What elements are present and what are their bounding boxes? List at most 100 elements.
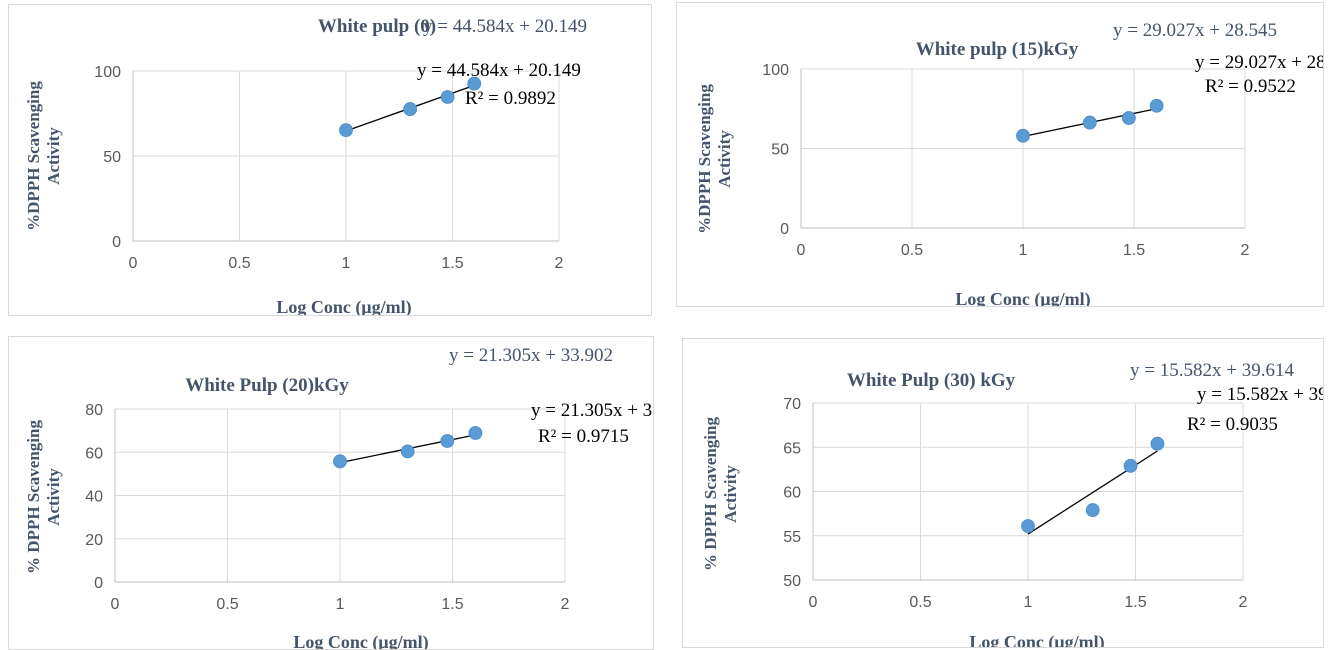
x-tick-label: 1.5	[441, 255, 463, 272]
y-tick-label: 50	[783, 573, 801, 590]
chart-title: White Pulp (20)kGy	[185, 375, 349, 396]
trend-equation: y = 21.305x + 33.902	[531, 400, 653, 421]
y-axis-label-line-2: Activity	[44, 127, 63, 185]
data-point	[467, 76, 482, 91]
tick-labels: 0 0.5 1 1.5 2 0 50 100	[762, 62, 1249, 259]
gridlines	[813, 402, 1244, 580]
data-point	[403, 102, 418, 116]
r-squared: R² = 0.9035	[1187, 414, 1278, 435]
trend-equation: y = 44.584x + 20.149	[417, 60, 581, 81]
y-tick-label: 80	[85, 402, 103, 419]
y-tick-label: 70	[783, 396, 801, 413]
data-point	[1150, 436, 1165, 451]
y-tick-label: 60	[85, 445, 103, 462]
x-tick-label: 0	[129, 255, 138, 272]
data-point	[1082, 115, 1097, 130]
data-points	[339, 76, 482, 138]
chart-title: White pulp (0)	[318, 16, 436, 37]
axes	[812, 403, 1243, 581]
y-axis-label-line-2: Activity	[715, 130, 734, 188]
chart-title: White pulp (15)kGy	[916, 39, 1079, 60]
data-point	[339, 123, 353, 138]
x-tick-label: 0	[809, 594, 818, 611]
x-tick-label: 2	[1239, 594, 1248, 611]
x-tick-label: 2	[555, 255, 564, 272]
trendline	[1027, 450, 1158, 535]
r-squared: R² = 0.9892	[465, 88, 556, 109]
tick-labels: 0 0.5 1 1.5 2 0 50 100	[94, 64, 563, 272]
gridlines	[801, 68, 1246, 228]
trend-equation: y = 15.582x + 39.614	[1197, 384, 1323, 405]
y-tick-label: 60	[783, 485, 801, 502]
chart-title: White Pulp (30) kGy	[847, 370, 1016, 391]
x-tick-label: 0.5	[216, 596, 238, 613]
data-points	[1021, 436, 1165, 533]
data-point	[400, 444, 415, 459]
y-tick-label: 20	[85, 532, 103, 549]
axes	[114, 409, 565, 583]
trend-equation: y = 29.027x + 28.545	[1195, 52, 1323, 73]
y-axis-label-line-1: % DPPH Scavenging	[701, 417, 720, 571]
x-tick-label: 1	[1019, 242, 1028, 259]
title-equation: y = 44.584x + 20.149	[423, 16, 587, 37]
title-equation: y = 29.027x + 28.545	[1113, 20, 1277, 41]
x-tick-label: 2	[561, 596, 570, 613]
x-tick-label: 1	[336, 596, 345, 613]
y-tick-label: 65	[783, 440, 801, 457]
y-tick-label: 50	[103, 149, 121, 166]
y-axis-label-line-1: %DPPH Scavenging	[24, 81, 43, 231]
data-point	[1121, 111, 1136, 125]
x-tick-label: 1.5	[1124, 594, 1146, 611]
data-point	[440, 434, 455, 448]
x-axis-label: Log Conc (µg/ml)	[276, 297, 411, 315]
x-tick-label: 1.5	[441, 596, 463, 613]
title-equation: y = 21.305x + 33.902	[449, 345, 613, 366]
tick-labels: 0 0.5 1 1.5 2 50 55 60 65 70	[783, 396, 1247, 611]
y-tick-label: 40	[85, 489, 103, 506]
x-tick-label: 1	[1024, 594, 1033, 611]
y-tick-label: 0	[112, 234, 121, 251]
y-axis-label-line-2: Activity	[44, 468, 63, 526]
y-tick-label: 100	[762, 62, 789, 79]
x-axis-label: Log Conc (µg/ml)	[955, 289, 1090, 306]
x-tick-label: 2	[1241, 242, 1250, 259]
scatter-chart: 0 0.5 1 1.5 2 0 50 100 White pulp (0) y = 44.58…	[24, 16, 587, 315]
y-tick-label: 100	[94, 64, 121, 81]
axes	[132, 71, 559, 242]
r-squared: R² = 0.9715	[538, 426, 629, 447]
x-tick-label: 0.5	[909, 594, 931, 611]
chart-panel-white-pulp-0: 0 0.5 1 1.5 2 0 50 100 White pulp (0) y = 44.58…	[8, 4, 652, 316]
x-tick-label: 1	[342, 255, 351, 272]
x-tick-label: 0	[111, 596, 120, 613]
x-tick-label: 1.5	[1123, 242, 1145, 259]
y-tick-label: 55	[783, 529, 801, 546]
chart-panel-white-pulp-20: 0 0.5 1 1.5 2 0 20 40 60 80 White Pulp (20)kGy y …	[8, 336, 654, 650]
y-tick-label: 50	[771, 142, 789, 159]
chart-panel-white-pulp-30: 0 0.5 1 1.5 2 50 55 60 65 70 White Pulp (30) kGy …	[682, 338, 1324, 648]
data-point	[440, 90, 455, 104]
y-tick-label: 0	[94, 575, 103, 592]
x-tick-label: 0	[797, 242, 806, 259]
scatter-chart: 0 0.5 1 1.5 2 0 50 100 White pulp (15)kGy y = 2…	[695, 20, 1323, 306]
chart-panel-white-pulp-15: 0 0.5 1 1.5 2 0 50 100 White pulp (15)kGy y = 2…	[676, 2, 1324, 307]
x-tick-label: 0.5	[901, 242, 923, 259]
gridlines	[115, 408, 566, 582]
x-axis-label: Log Conc (µg/ml)	[969, 632, 1104, 647]
y-axis-label-line-1: % DPPH Scavenging	[24, 420, 43, 574]
y-axis-label-line-2: Activity	[721, 465, 740, 523]
axes	[800, 69, 1245, 229]
x-tick-label: 0.5	[228, 255, 250, 272]
data-point	[1085, 503, 1100, 517]
x-axis-label: Log Conc (µg/ml)	[293, 632, 428, 649]
data-points	[333, 426, 483, 469]
data-point	[333, 454, 347, 469]
title-equation: y = 15.582x + 39.614	[1130, 360, 1294, 381]
data-point	[1016, 128, 1030, 143]
y-tick-label: 0	[780, 221, 789, 238]
data-points	[1016, 98, 1164, 143]
data-point	[468, 426, 483, 440]
y-axis-label-line-1: %DPPH Scavenging	[695, 84, 714, 234]
